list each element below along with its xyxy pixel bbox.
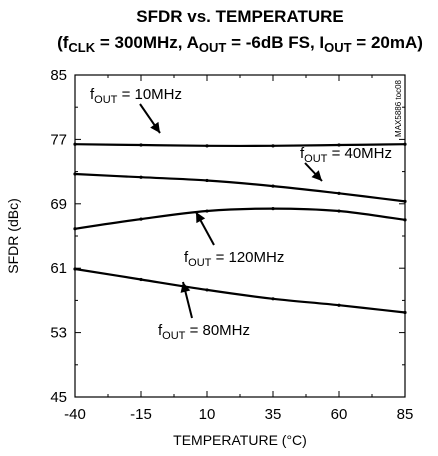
x-tick-label: -15 xyxy=(130,406,152,423)
data-point xyxy=(205,288,209,292)
series-label-part: = 10MHz xyxy=(117,86,182,103)
data-point xyxy=(73,142,77,146)
data-point xyxy=(337,303,341,307)
y-tick-label: 85 xyxy=(50,67,67,84)
series-label: fOUT = 120MHz xyxy=(184,249,284,269)
x-tick-label: 10 xyxy=(199,406,216,423)
subtitle-part: (f xyxy=(57,33,69,52)
y-axis-label: SFDR (dBc) xyxy=(5,198,21,273)
y-tick-label: 69 xyxy=(50,196,67,213)
subtitle-part: = -6dB FS, I xyxy=(226,33,324,52)
subtitle-part: OUT xyxy=(324,40,352,55)
series-line-1 xyxy=(74,172,406,203)
data-point xyxy=(139,217,143,221)
data-point xyxy=(139,175,143,179)
data-point xyxy=(337,143,341,147)
series-annotation-2: fOUT = 120MHz xyxy=(181,211,295,269)
figure-code: MAX5886 toc08 xyxy=(394,79,403,136)
data-point xyxy=(73,172,77,176)
y-tick-label: 53 xyxy=(50,325,67,342)
series-label-part: OUT xyxy=(162,330,186,342)
chart-subtitle: (fCLK = 300MHz, AOUT = -6dB FS, IOUT = 2… xyxy=(57,33,423,55)
series-label-part: OUT xyxy=(94,94,118,106)
x-tick-label: 35 xyxy=(265,406,282,423)
data-point xyxy=(403,199,407,203)
data-point xyxy=(205,178,209,183)
chart-title: SFDR vs. TEMPERATURE xyxy=(136,7,344,26)
data-point xyxy=(73,267,77,271)
y-tick-label: 61 xyxy=(50,260,67,277)
series-label-part: OUT xyxy=(188,257,212,269)
data-point xyxy=(271,207,275,211)
arrow-head xyxy=(311,170,322,181)
series-label: fOUT = 80MHz xyxy=(158,322,250,342)
series-annotation-0: fOUT = 10MHz xyxy=(90,86,182,134)
x-tick-label: 60 xyxy=(331,406,348,423)
data-point xyxy=(205,209,209,213)
data-point xyxy=(403,310,407,315)
y-axis: 45 53 61 69 77 85 xyxy=(50,67,405,406)
series-label-part: OUT xyxy=(304,153,328,165)
x-axis: -40 -15 10 35 60 85 xyxy=(64,75,413,423)
data-point xyxy=(139,277,143,282)
series-label-part: = 40MHz xyxy=(327,145,392,162)
series-line-3 xyxy=(74,267,406,314)
data-point xyxy=(139,143,143,147)
subtitle-part: CLK xyxy=(68,40,95,55)
series-annotation-3: fOUT = 80MHz xyxy=(155,281,269,342)
y-tick-label: 45 xyxy=(50,389,67,406)
series-label-part: f xyxy=(184,249,189,266)
plot-frame xyxy=(74,74,406,398)
series-group xyxy=(73,142,407,315)
data-point xyxy=(73,227,77,231)
y-tick-label: 77 xyxy=(50,131,67,148)
series-label-part: = 80MHz xyxy=(185,322,250,339)
series-annotation-1: fOUT = 40MHz xyxy=(300,145,392,182)
annotation-bg xyxy=(155,320,269,341)
series-label: fOUT = 40MHz xyxy=(300,145,392,165)
series-label-part: = 120MHz xyxy=(211,249,284,266)
series-line-0 xyxy=(74,143,406,148)
x-tick-label: 85 xyxy=(397,406,414,423)
subtitle-part: = 300MHz, A xyxy=(95,33,199,52)
data-point xyxy=(403,218,407,222)
annotation-bg xyxy=(181,247,295,268)
subtitle-part: OUT xyxy=(199,40,227,55)
arrow-head xyxy=(196,212,206,224)
data-point xyxy=(271,144,275,148)
subtitle-part: = 20mA) xyxy=(352,33,423,52)
data-point xyxy=(337,191,341,195)
series-label: fOUT = 10MHz xyxy=(90,86,182,106)
x-axis-label: TEMPERATURE (°C) xyxy=(173,432,307,448)
data-point xyxy=(403,142,407,146)
series-label-part: f xyxy=(90,86,95,103)
x-tick-label: -40 xyxy=(64,406,86,423)
arrow-head xyxy=(180,282,191,293)
series-label-part: f xyxy=(158,322,163,339)
data-point xyxy=(337,209,341,213)
data-point xyxy=(271,297,275,301)
data-point xyxy=(205,144,209,148)
series-line-2 xyxy=(74,207,406,230)
series-label-part: f xyxy=(300,145,305,162)
data-point xyxy=(271,184,275,188)
arrow-head xyxy=(150,121,160,133)
